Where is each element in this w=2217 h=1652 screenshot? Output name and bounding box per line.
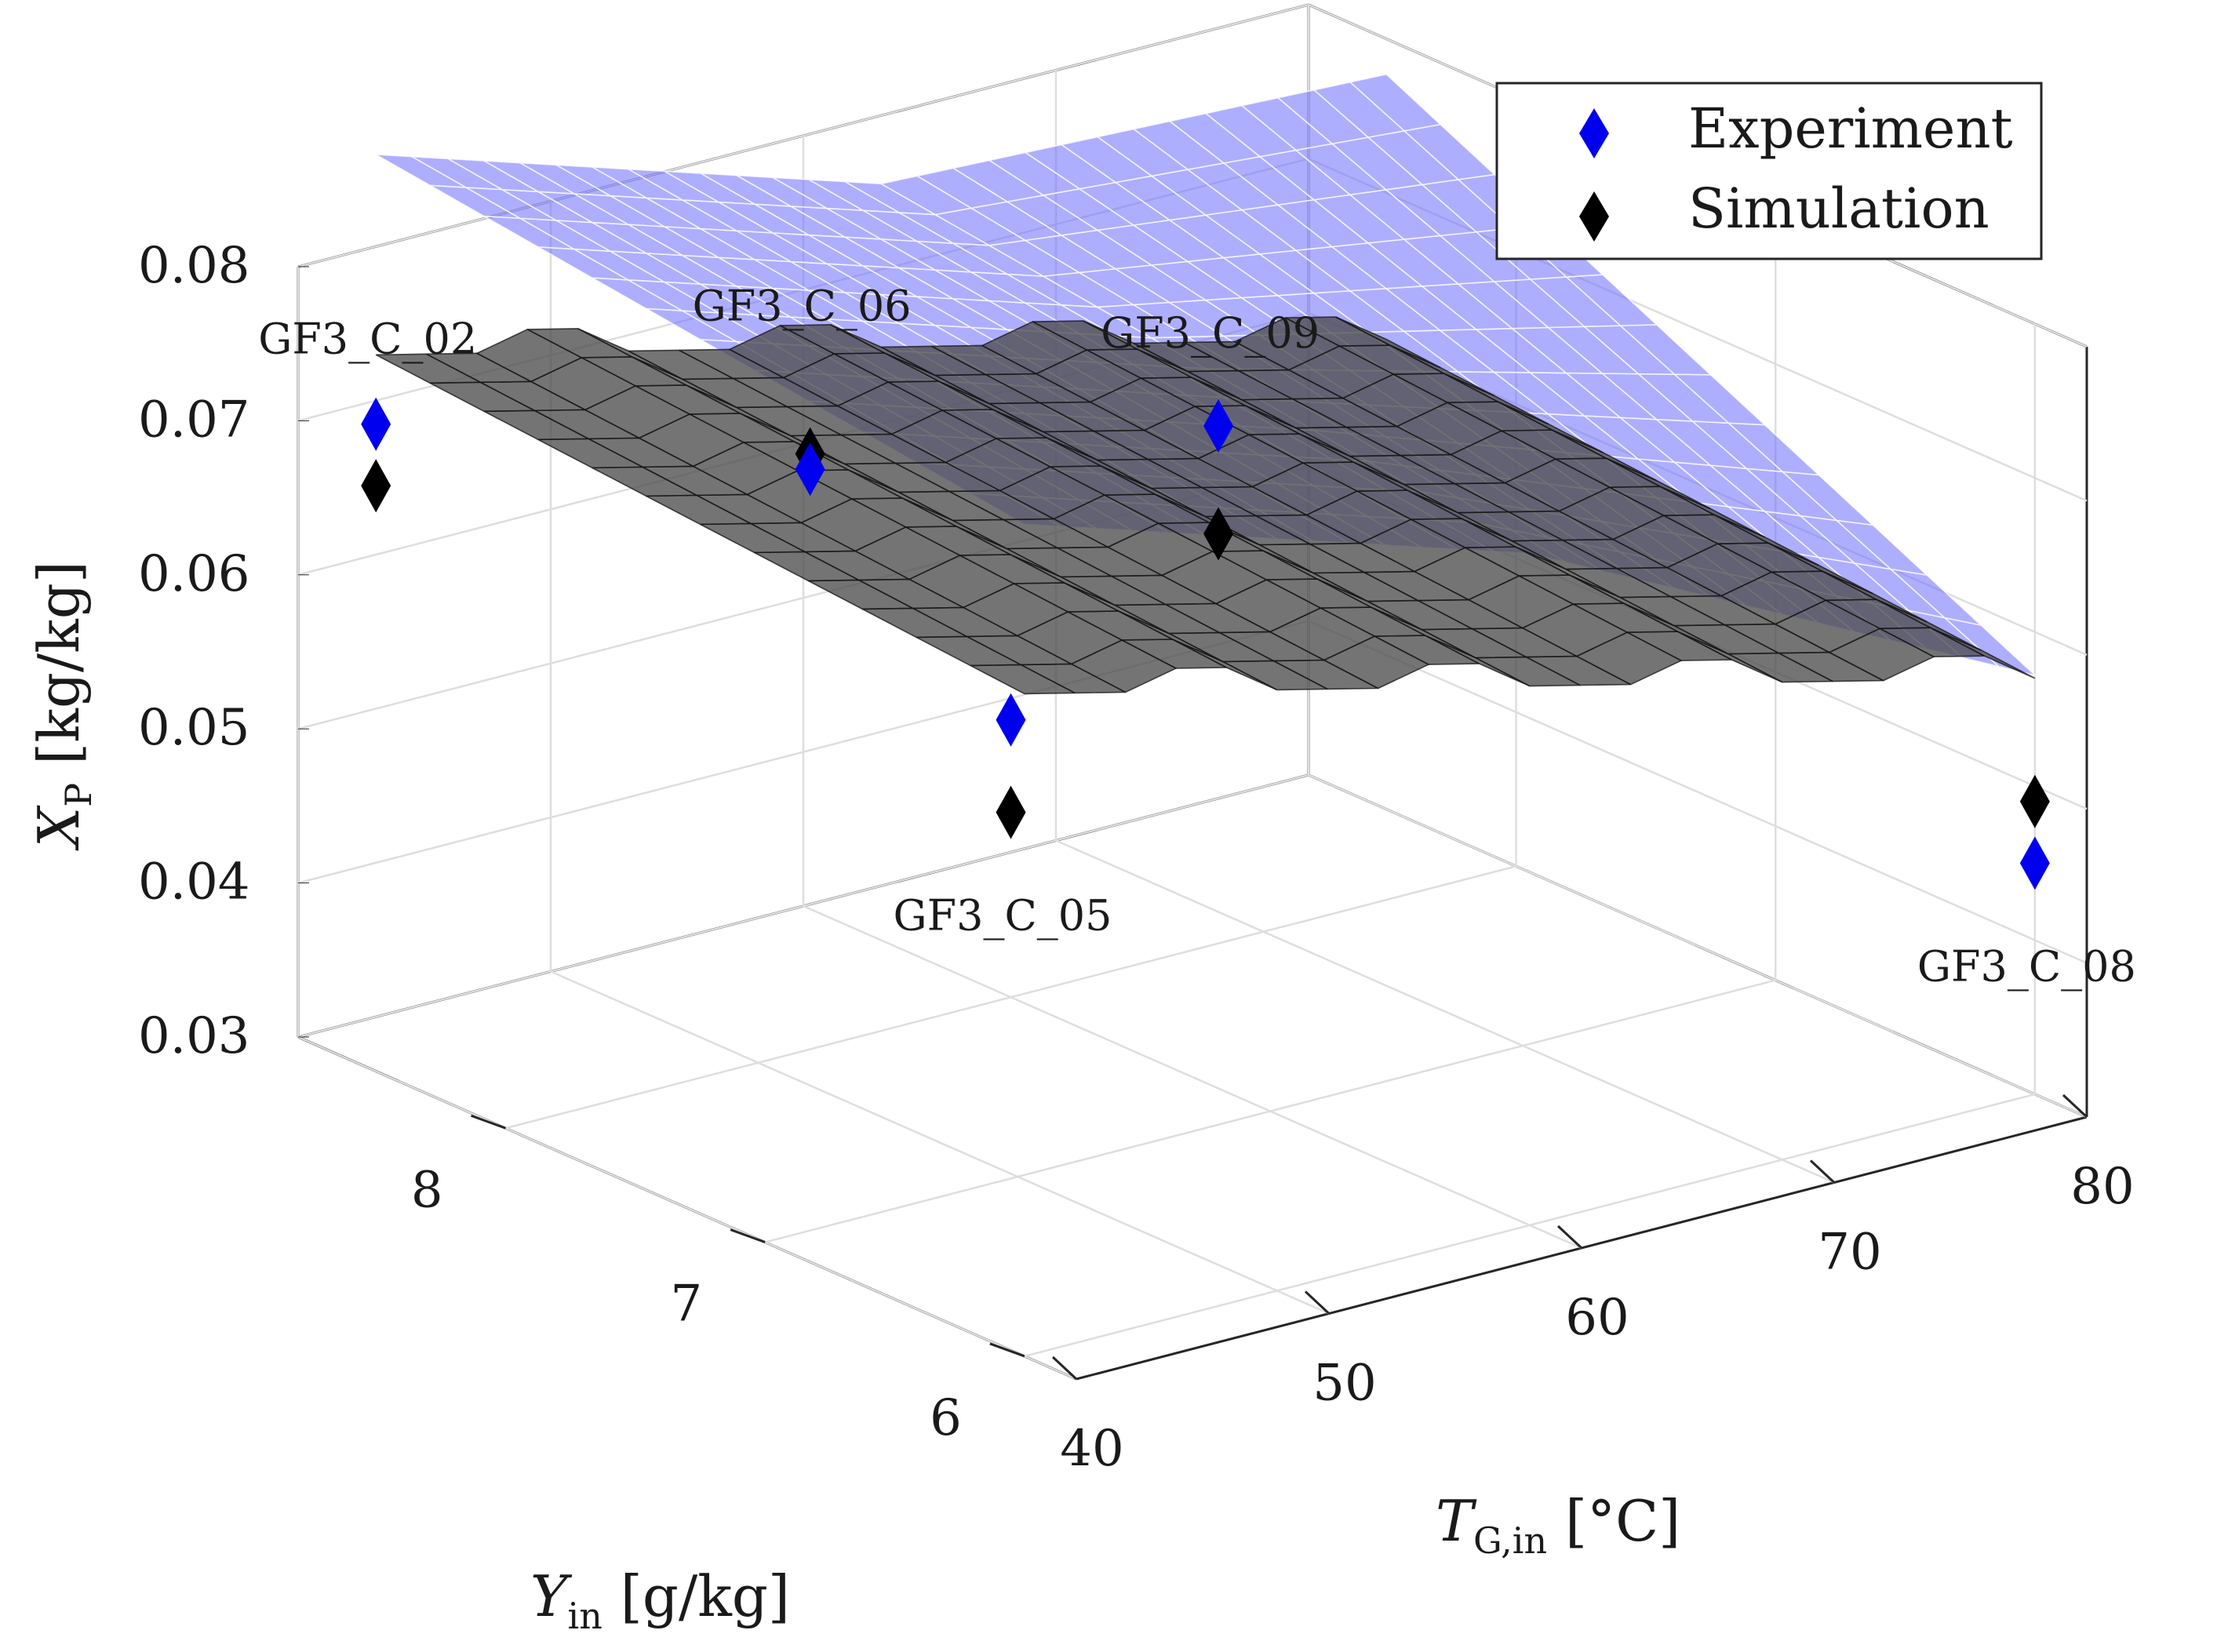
point-label: GF3_C_05 <box>894 891 1112 941</box>
axis-ticks: 0.03 0.04 0.05 0.06 0.07 0.08 40 50 60 70 80 6 7 8 <box>138 237 2135 1478</box>
grid-line <box>297 1035 1077 1381</box>
y-tick <box>730 1228 766 1244</box>
point-label: GF3_C_09 <box>1101 308 1320 358</box>
experiment-point <box>2019 836 2050 890</box>
x-tick-label: 60 <box>1565 1289 1629 1347</box>
z-axis-label: XP [kg/kg] <box>26 561 100 851</box>
grid-line <box>1308 773 2088 1119</box>
grid-line <box>1024 1093 2036 1358</box>
simulation-point <box>2019 774 2050 828</box>
simulation-surface <box>375 316 2036 695</box>
simulation-point <box>361 459 391 513</box>
z-tick-label: 0.04 <box>138 853 250 912</box>
simulation-point <box>996 785 1026 839</box>
experiment-point <box>795 442 825 497</box>
y-tick-label: 6 <box>930 1389 962 1447</box>
point-label: GF3_C_08 <box>1917 941 2136 991</box>
grid-line <box>505 865 1516 1130</box>
x-tick <box>1556 1224 1583 1250</box>
grid-line <box>1055 839 1835 1184</box>
simulation-point <box>1203 507 1234 561</box>
z-tick-label: 0.03 <box>138 1007 250 1065</box>
legend-simulation-label: Simulation <box>1688 176 1989 241</box>
x-tick <box>1304 1290 1331 1315</box>
x-tick <box>1809 1159 1836 1184</box>
point-label: GF3_C_02 <box>258 315 477 364</box>
x-tick <box>1051 1355 1078 1381</box>
grid-line <box>1308 620 2088 964</box>
x-tick <box>2062 1093 2088 1119</box>
y-tick <box>989 1342 1025 1358</box>
legend-experiment-marker <box>1579 108 1609 158</box>
grid-line <box>803 904 1582 1250</box>
surface-patch <box>1335 316 1441 369</box>
legend: Experiment Simulation <box>1495 82 2043 260</box>
z-tick-label: 0.06 <box>138 545 250 603</box>
legend-experiment-label: Experiment <box>1688 96 2013 161</box>
grid-line <box>550 970 1330 1315</box>
y-tick-label: 7 <box>670 1275 702 1334</box>
y-tick <box>471 1114 507 1130</box>
surface-patch <box>1349 73 1442 132</box>
experiment-point <box>1203 399 1234 453</box>
z-tick-label: 0.05 <box>138 699 250 757</box>
experiment-point <box>361 397 391 451</box>
z-tick-label: 0.08 <box>138 237 250 295</box>
legend-simulation-marker <box>1579 191 1609 242</box>
x-tick-label: 50 <box>1312 1355 1376 1413</box>
x-tick-label: 70 <box>1818 1224 1881 1282</box>
y-axis-label: Yin [g/kg] <box>530 1563 790 1637</box>
z-tick-label: 0.07 <box>138 391 250 449</box>
y-tick-label: 8 <box>411 1161 443 1219</box>
point-label: GF3_C_06 <box>693 282 912 331</box>
x-tick-label: 80 <box>2070 1158 2134 1216</box>
data-points: GF3_C_02 GF3_C_06 GF3_C_09 GF3_C_05 GF3_C_08 <box>258 282 2136 992</box>
x-tick-label: 40 <box>1060 1420 1123 1478</box>
grid-line <box>764 979 1776 1243</box>
experiment-point <box>996 693 1026 747</box>
x-axis-label: TG,in [°C] <box>1436 1488 1680 1562</box>
